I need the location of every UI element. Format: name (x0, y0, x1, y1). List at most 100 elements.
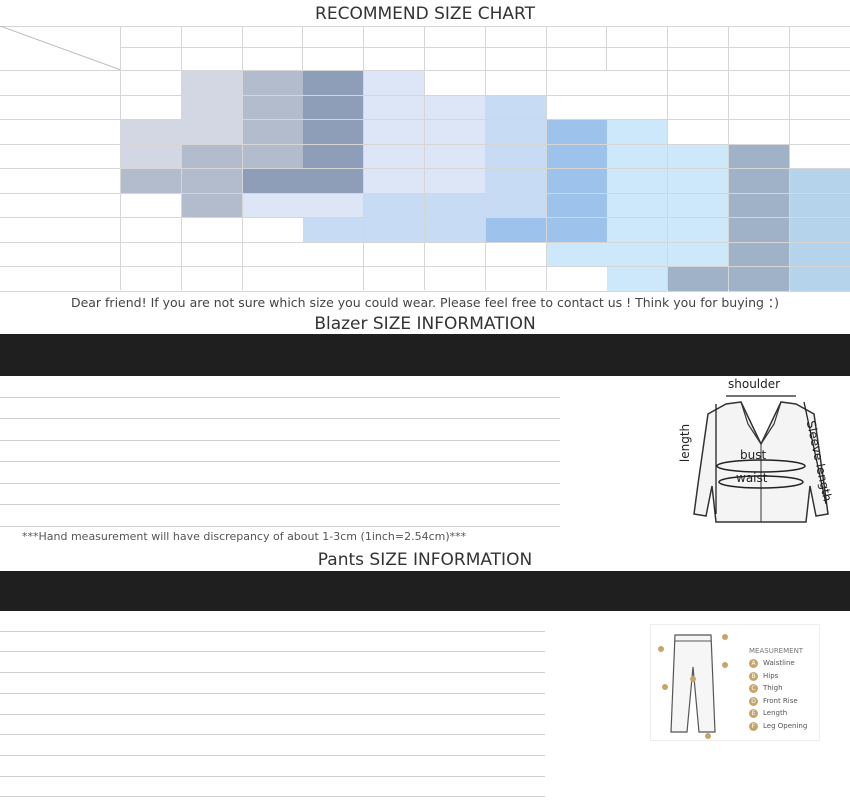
blazer-cell (421, 376, 485, 398)
size-cell (607, 95, 667, 119)
pants-cell (302, 715, 366, 736)
size-cell (121, 120, 181, 144)
pants-cell (0, 735, 62, 756)
pants-cell (483, 694, 547, 715)
size-cell (364, 193, 424, 217)
pants-row-line (0, 796, 545, 798)
legend-label: Waistline (763, 659, 795, 667)
size-cell (790, 218, 850, 242)
blazer-cell (243, 398, 307, 420)
pants-cell (362, 694, 426, 715)
size-cell (547, 242, 607, 266)
grid-line (242, 26, 243, 290)
pants-cell (180, 611, 244, 632)
pants-title: Pants SIZE INFORMATION (317, 550, 533, 570)
blazer-cell (59, 419, 123, 441)
size-cell (243, 95, 303, 119)
pants-cell (180, 694, 244, 715)
pants-cell (119, 673, 183, 694)
size-cell (790, 71, 850, 95)
size-cell (364, 71, 424, 95)
size-cell (668, 242, 728, 266)
pants-cell (302, 652, 366, 673)
blazer-cell (243, 376, 307, 398)
pants-cell (119, 632, 183, 653)
legend-letter-icon: A (749, 659, 758, 668)
blazer-cell (0, 376, 60, 398)
size-cell (668, 71, 728, 95)
pants-row-line (0, 630, 545, 632)
blazer-row-line (0, 461, 560, 462)
blazer-cell (301, 419, 365, 441)
blazer-cell (120, 398, 184, 420)
pants-cell (0, 611, 62, 632)
size-cell (790, 193, 850, 217)
pants-cell (59, 735, 123, 756)
size-cell (668, 267, 728, 291)
size-cell (729, 242, 789, 266)
blazer-cell (120, 376, 184, 398)
pants-cell (423, 694, 487, 715)
grid-line (667, 26, 668, 290)
pants-header-bar (0, 571, 850, 611)
pants-cell (119, 694, 183, 715)
blazer-cell (181, 441, 245, 463)
size-cell (547, 71, 607, 95)
size-cell (303, 144, 363, 168)
blazer-cell (361, 505, 425, 527)
pants-cell (180, 735, 244, 756)
size-cell (303, 218, 363, 242)
pants-cell (362, 611, 426, 632)
blazer-cell (361, 484, 425, 506)
pants-cell (59, 777, 123, 798)
blazer-cell (120, 441, 184, 463)
recommend-note: Dear friend! If you are not sure which s… (70, 295, 780, 310)
diagram-bust-label: bust (740, 448, 767, 462)
grid-line (0, 26, 850, 27)
size-cell (547, 218, 607, 242)
size-cell (729, 120, 789, 144)
pants-cell (241, 756, 305, 777)
pants-cell (119, 715, 183, 736)
blazer-cell (0, 441, 60, 463)
pants-cell (483, 652, 547, 673)
blazer-cell (484, 505, 548, 527)
size-cell (790, 95, 850, 119)
blazer-cell (243, 441, 307, 463)
legend-label: Thigh (763, 684, 783, 692)
pants-row-line (0, 754, 545, 756)
blazer-cell (301, 398, 365, 420)
blazer-cell (421, 462, 485, 484)
blazer-cell (0, 398, 60, 420)
size-cell (668, 169, 728, 193)
pants-cell (241, 652, 305, 673)
pants-cell (362, 673, 426, 694)
size-cell (668, 218, 728, 242)
size-cell (182, 193, 242, 217)
size-cell (243, 242, 303, 266)
size-cell (425, 193, 485, 217)
size-cell (121, 193, 181, 217)
size-cell (182, 120, 242, 144)
pants-cell (119, 611, 183, 632)
size-cell (729, 169, 789, 193)
blazer-cell (301, 505, 365, 527)
size-cell (243, 71, 303, 95)
pants-cell (302, 777, 366, 798)
grid-line (363, 26, 364, 290)
size-cell (729, 144, 789, 168)
pants-icon (658, 634, 728, 739)
pants-cell (241, 735, 305, 756)
pants-cell (423, 673, 487, 694)
size-cell (486, 95, 546, 119)
grid-line (728, 26, 729, 290)
size-cell (303, 120, 363, 144)
blazer-row-line (0, 396, 560, 398)
grid-line (0, 94, 850, 96)
size-cell (182, 242, 242, 266)
size-cell (121, 71, 181, 95)
pants-cell (423, 735, 487, 756)
size-cell (607, 169, 667, 193)
pants-cell (302, 632, 366, 653)
size-cell (121, 144, 181, 168)
